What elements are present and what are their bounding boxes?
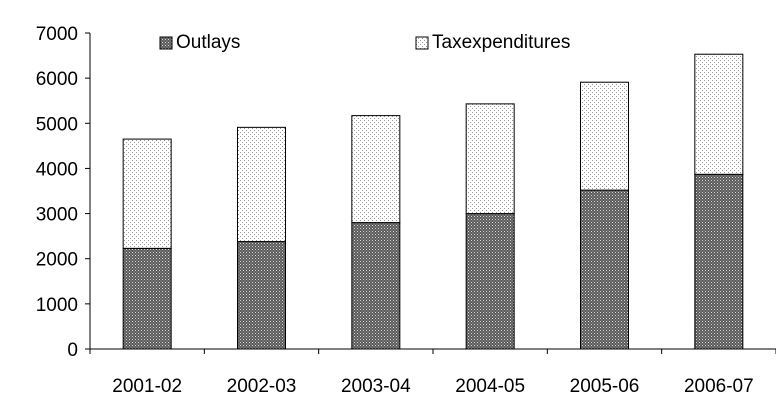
y-tick-label: 1000 — [36, 295, 78, 316]
y-tick-label: 0 — [67, 340, 78, 361]
bar-outlays — [465, 213, 515, 350]
y-tick-label: 6000 — [36, 69, 78, 90]
bar-outlays — [237, 241, 286, 350]
y-tick-label: 3000 — [36, 205, 78, 226]
legend-swatch-taxexpenditures — [415, 36, 429, 50]
bar-taxexpenditures — [580, 81, 629, 191]
y-tick-label: 7000 — [36, 24, 78, 45]
bar-taxexpenditures — [465, 103, 515, 215]
bar-outlays — [122, 247, 172, 350]
legend-item-taxexpenditures: Taxexpenditures — [415, 32, 570, 53]
x-tick-label: 2006-07 — [684, 376, 754, 394]
y-tick-label: 5000 — [36, 114, 78, 135]
bar-outlays — [694, 173, 744, 350]
bar-taxexpenditures — [122, 138, 172, 249]
legend-item-outlays: Outlays — [159, 32, 240, 53]
legend: Outlays Taxexpenditures — [159, 32, 570, 53]
x-tick-label: 2002-03 — [227, 376, 297, 394]
x-tick-label: 2005-06 — [570, 376, 640, 394]
x-tick-label: 2004-05 — [455, 376, 525, 394]
legend-label-taxexpenditures: Taxexpenditures — [432, 32, 570, 53]
x-tick-label: 2001-02 — [112, 376, 182, 394]
y-tick-label: 2000 — [36, 250, 78, 271]
y-tick-label: 4000 — [36, 159, 78, 180]
bar-taxexpenditures — [351, 115, 401, 224]
bar-outlays — [580, 189, 629, 350]
x-tick-label: 2003-04 — [341, 376, 411, 394]
bars-group — [122, 53, 744, 350]
x-axis-ticks: 2001-02 2002-03 2003-04 2004-05 2005-06 2006-… — [89, 349, 776, 397]
legend-label-outlays: Outlays — [176, 32, 240, 53]
y-axis-ticks: 0 1000 2000 3000 4000 5000 6000 7000 — [36, 24, 90, 361]
bar-taxexpenditures — [237, 126, 286, 243]
legend-swatch-outlays — [159, 36, 173, 50]
bar-outlays — [351, 222, 401, 350]
bar-taxexpenditures — [694, 53, 744, 175]
